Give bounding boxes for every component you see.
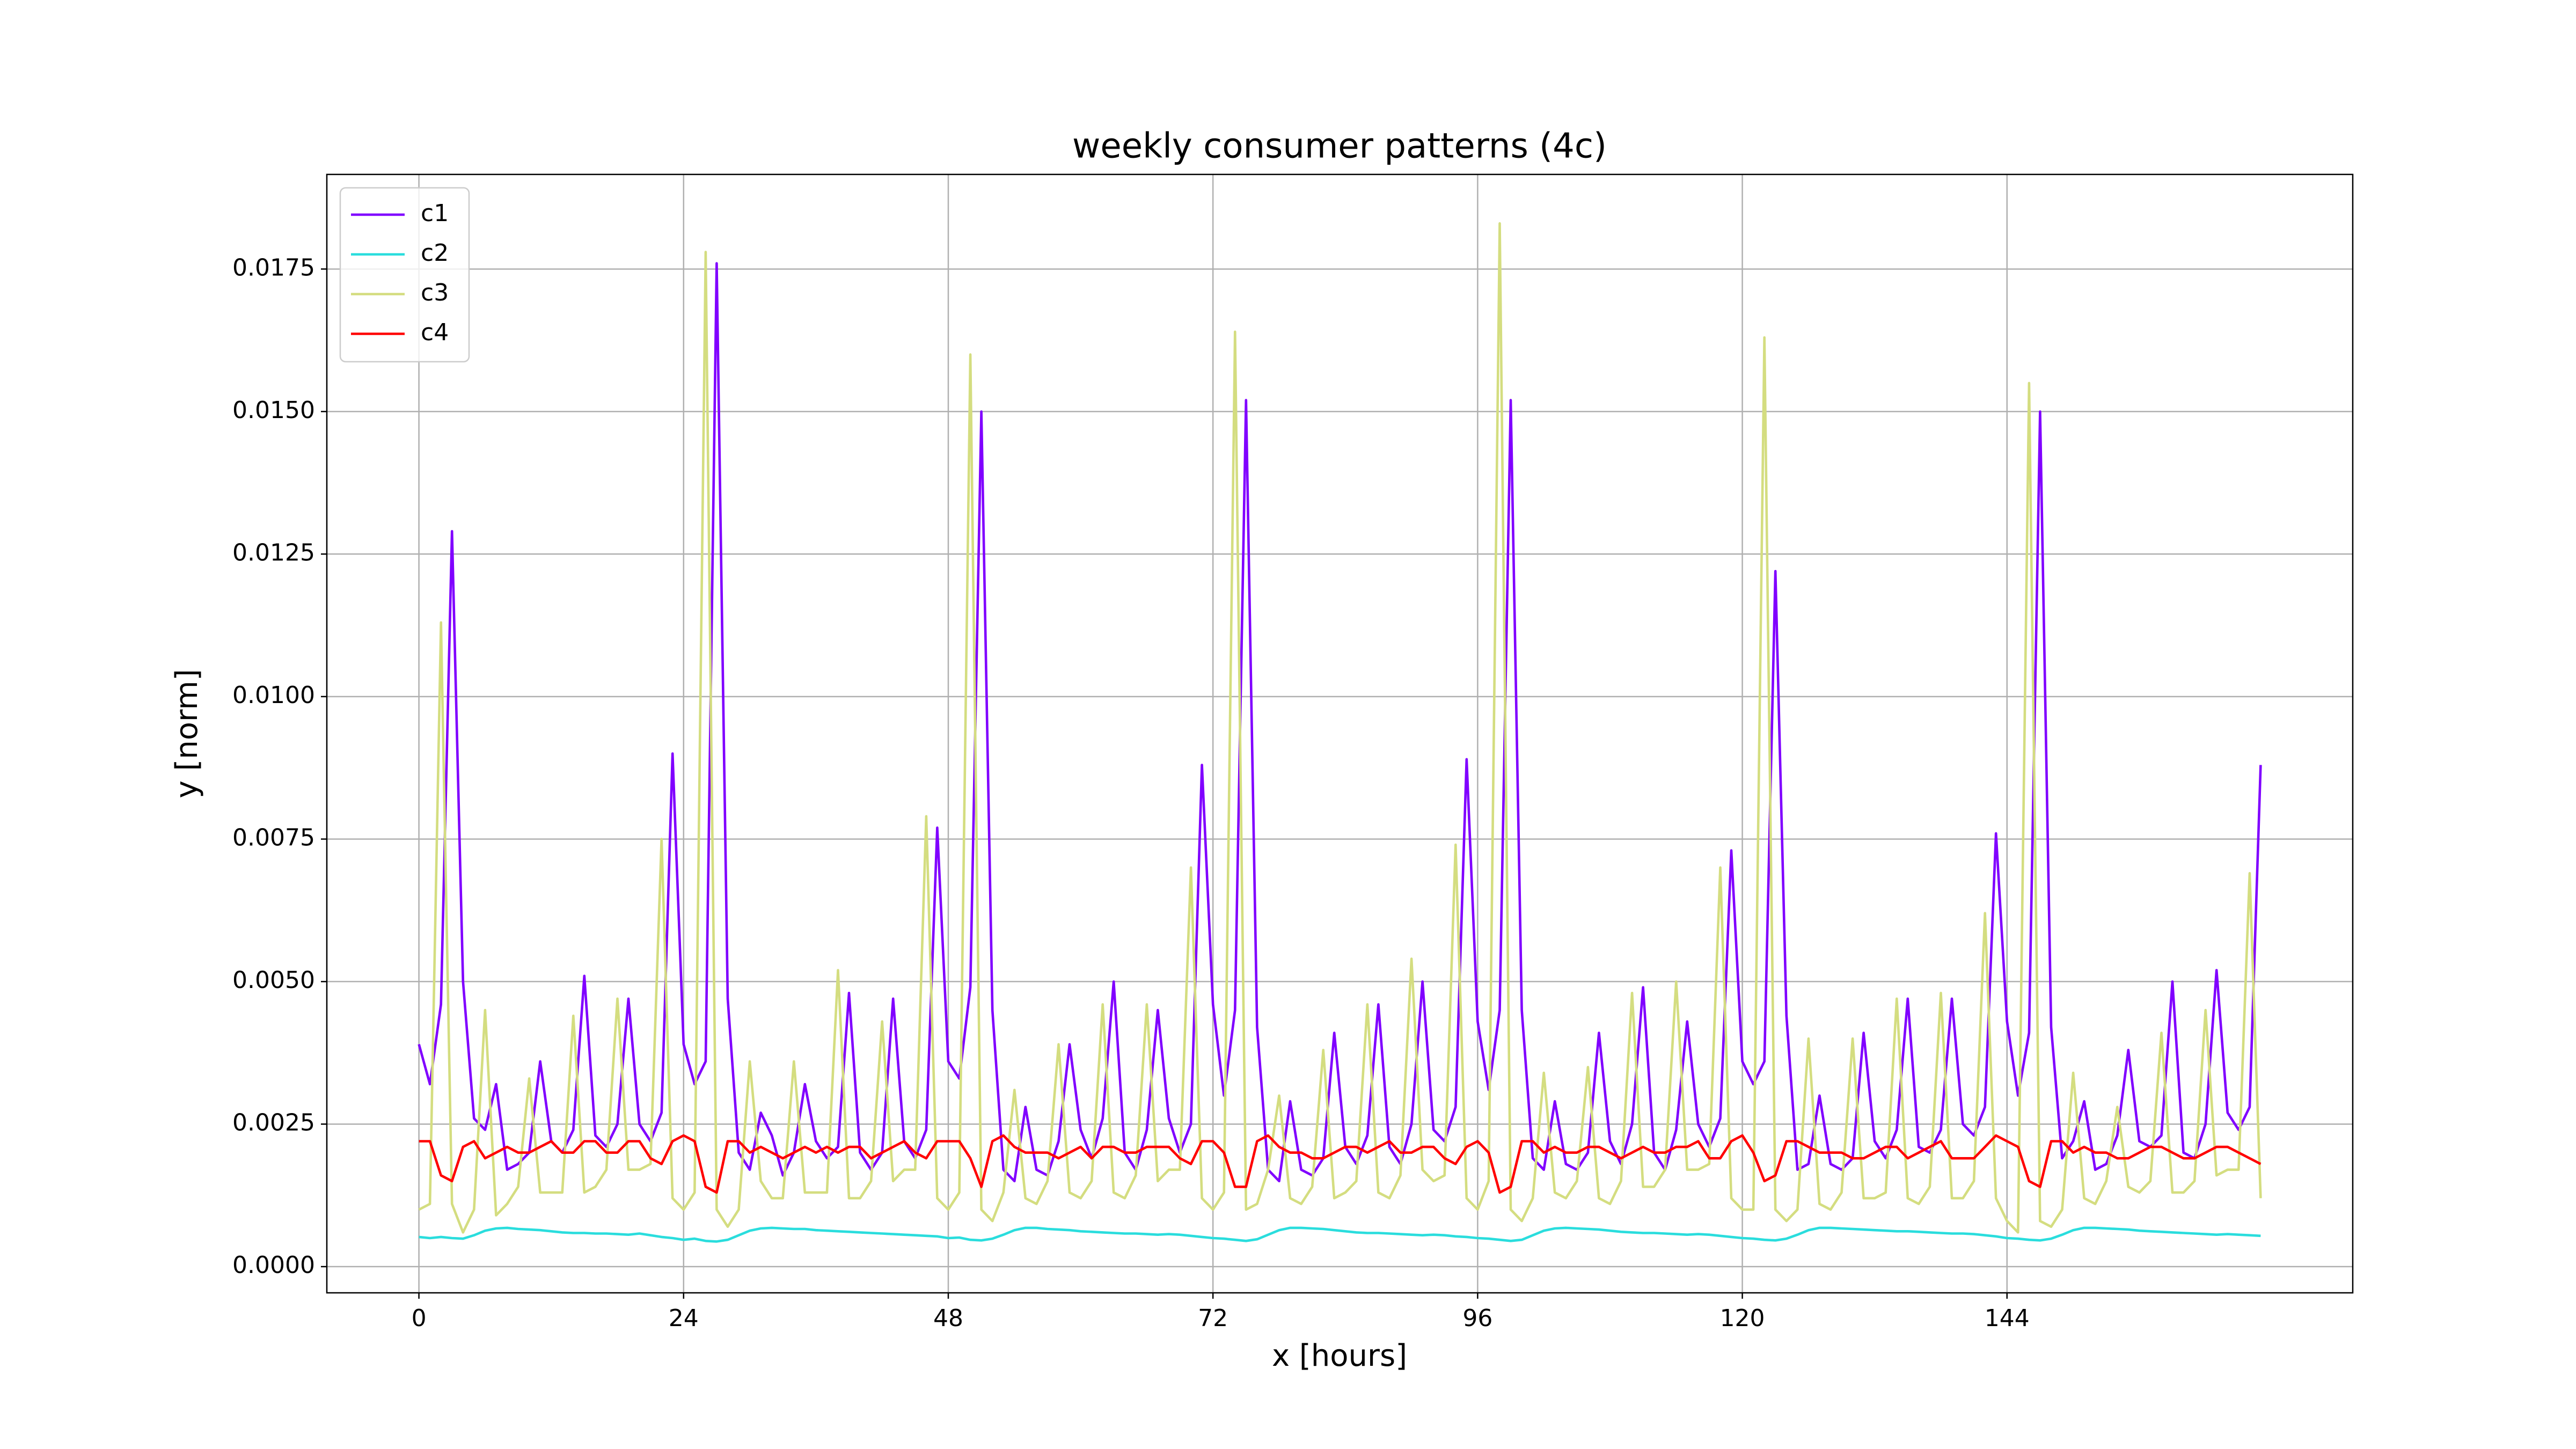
legend-label: c4 [421,319,449,346]
plot-frame [326,173,2354,1294]
x-tick-label: 72 [1198,1305,1228,1332]
x-axis-label: x [hours] [1272,1338,1407,1373]
legend-label: c3 [421,279,449,306]
y-tick-label: 0.0075 [232,824,315,852]
y-tick-label: 0.0175 [232,254,315,281]
y-axis-label: y [norm] [170,669,204,799]
y-tick-label: 0.0050 [232,967,315,994]
x-tick-label: 144 [1985,1305,2030,1332]
y-tick-label: 0.0025 [232,1109,315,1137]
series-line [418,262,2262,1183]
legend-box [339,187,470,363]
x-tick-label: 120 [1720,1305,1765,1332]
series-line [418,222,2262,1234]
x-tick-label: 24 [669,1305,699,1332]
chart-title: weekly consumer patterns (4c) [1072,127,1607,166]
legend-label: c1 [421,200,449,227]
y-tick-label: 0.0125 [232,539,315,566]
y-tick-label: 0.0100 [232,682,315,709]
y-tick-label: 0.0150 [232,397,315,424]
x-tick-label: 0 [412,1305,427,1332]
x-tick-label: 48 [933,1305,963,1332]
series-line [419,1226,2261,1243]
legend-label: c2 [421,239,449,267]
y-tick-label: 0.0000 [232,1252,315,1279]
x-tick-label: 96 [1462,1305,1492,1332]
series-line [419,1134,2262,1194]
